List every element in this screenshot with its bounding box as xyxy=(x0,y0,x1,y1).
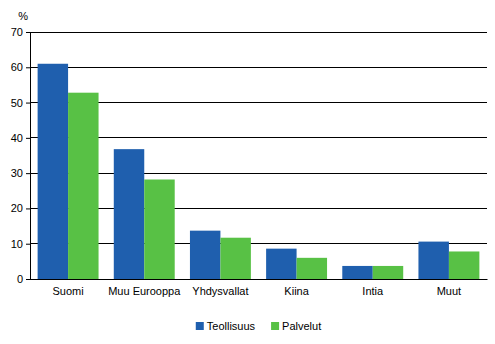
y-tick-label: 0 xyxy=(17,273,23,285)
x-axis: Suomi Muu Eurooppa Yhdysvallat Kiina Intia Mu… xyxy=(31,280,488,297)
x-axis-line xyxy=(31,279,488,280)
x-tick: Intia xyxy=(362,285,384,297)
x-tick: Muut xyxy=(437,285,461,297)
legend-item: Teollisuus xyxy=(196,320,256,332)
y-tick-mark xyxy=(26,67,30,68)
y-tick: 20 xyxy=(11,202,30,214)
y-tick: 60 xyxy=(11,61,30,73)
y-tick: 40 xyxy=(11,132,30,144)
legend: Teollisuus Palvelut xyxy=(196,320,321,332)
y-tick: 70 xyxy=(11,26,30,38)
y-tick-label: 60 xyxy=(11,61,23,73)
y-tick-label: 10 xyxy=(11,238,23,250)
x-tick: Muu Eurooppa xyxy=(108,285,181,297)
x-tick-label: Muut xyxy=(437,285,461,297)
y-tick-mark xyxy=(26,103,30,104)
x-tick: Kiina xyxy=(284,285,309,297)
legend-label: Palvelut xyxy=(282,320,321,332)
y-tick-mark xyxy=(26,244,30,245)
x-tick: Yhdysvallat xyxy=(192,285,248,297)
bar xyxy=(144,179,174,279)
y-tick-label: 40 xyxy=(11,132,23,144)
y-tick-mark xyxy=(26,32,30,33)
y-tick: 30 xyxy=(11,167,30,179)
bar xyxy=(449,251,479,279)
y-tick-mark xyxy=(26,138,30,139)
y-tick-mark xyxy=(26,173,30,174)
y-axis-line xyxy=(30,33,31,280)
x-tick-label: Intia xyxy=(362,285,384,297)
y-tick: 0 xyxy=(17,273,30,285)
bar xyxy=(266,249,296,279)
y-tick-label: 20 xyxy=(11,202,23,214)
y-tick-mark xyxy=(26,279,30,280)
grid-line xyxy=(30,67,487,68)
legend-swatch xyxy=(271,322,279,330)
legend-label: Teollisuus xyxy=(207,320,256,332)
y-tick-mark xyxy=(26,208,30,209)
bar xyxy=(68,93,98,279)
x-tick-label: Yhdysvallat xyxy=(192,285,248,297)
y-tick: 10 xyxy=(11,238,30,250)
x-tick-label: Suomi xyxy=(52,285,83,297)
y-tick: 50 xyxy=(11,97,30,109)
bar xyxy=(418,242,448,279)
y-tick-label: 30 xyxy=(11,167,23,179)
chart: 0 10 20 30 40 50 60 70 Suomi Muu Eurooppa Yhdysval… xyxy=(0,0,495,344)
grid xyxy=(30,32,487,279)
y-tick-label: 70 xyxy=(11,26,23,38)
x-tick-label: Muu Eurooppa xyxy=(108,285,181,297)
bar xyxy=(114,149,144,279)
grid-line xyxy=(30,32,487,33)
bar xyxy=(190,231,220,279)
y-axis-title: % xyxy=(18,10,28,22)
bar xyxy=(38,64,68,279)
legend-swatch xyxy=(196,322,204,330)
bar xyxy=(297,258,327,279)
x-tick: Suomi xyxy=(52,285,83,297)
bars xyxy=(38,64,480,279)
y-tick-label: 50 xyxy=(11,97,23,109)
legend-item: Palvelut xyxy=(271,320,321,332)
bar xyxy=(373,266,403,279)
x-tick-label: Kiina xyxy=(284,285,309,297)
y-axis: 0 10 20 30 40 50 60 70 xyxy=(11,26,31,285)
bar xyxy=(342,266,372,279)
bar xyxy=(220,238,250,279)
